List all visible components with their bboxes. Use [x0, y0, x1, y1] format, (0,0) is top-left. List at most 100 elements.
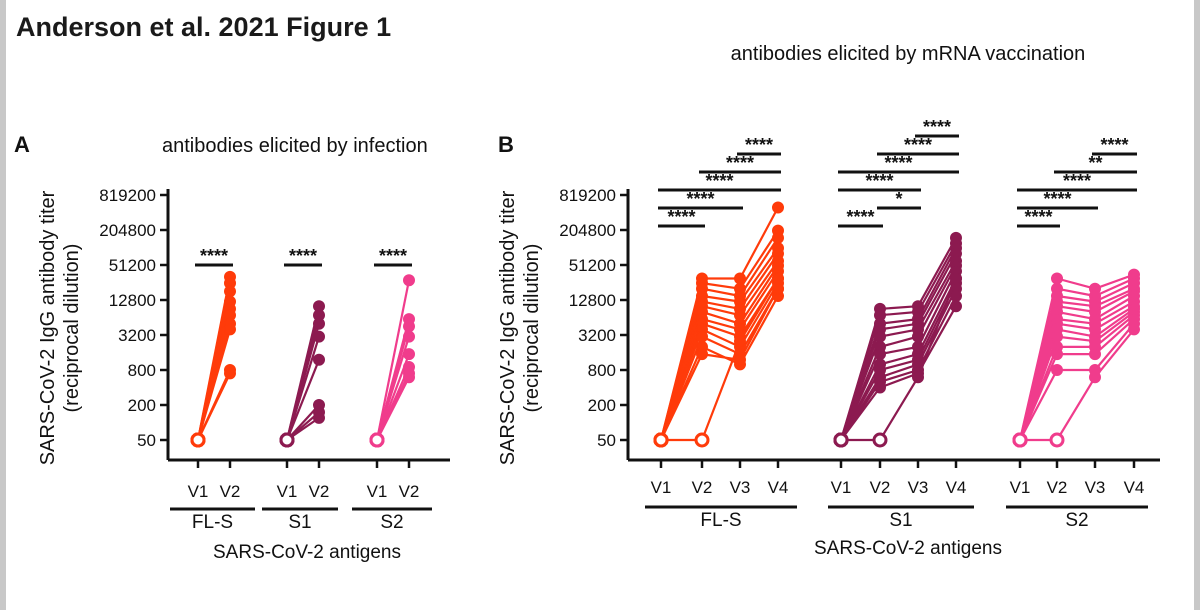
panel-b-fl-s-group-label: FL-S [700, 510, 741, 531]
panel-b-s2-series-line [1018, 311, 1135, 441]
panel-a-title: antibodies elicited by infection [162, 135, 428, 157]
panel-b-ylabel: SARS-CoV-2 IgG antibody titer [497, 190, 519, 465]
panel-a-s2-data-point [403, 371, 415, 384]
panel-b-s2-data-point [1012, 432, 1028, 448]
panel-a-s2-series-line [375, 279, 411, 441]
panel-a-letter: A [14, 132, 30, 157]
panel-b-fl-s-data-point [653, 432, 669, 448]
panel-b-s1-data-point [912, 371, 924, 384]
panel-a-s2-data-point [403, 274, 415, 287]
panel-a-s1-significance-label: **** [289, 246, 317, 266]
panel-a-fl-s-data-point [190, 432, 206, 448]
panel-b-s2-data-point [1051, 348, 1063, 361]
panel-a-s1-data-point [279, 432, 295, 448]
panel-a-s2-data-point [403, 330, 415, 343]
panel-a-ylabel-units: (reciprocal dilution) [61, 244, 83, 413]
panel-b-fl-s-series-line [659, 264, 779, 441]
panel-b-s1-series-line [839, 260, 957, 441]
panel-b-s1-series-line [840, 295, 957, 441]
panel-b-s1-group-label: S1 [889, 510, 912, 531]
panel-b-fl-s-data-point [734, 335, 746, 348]
panel-b-fl-s-data-point [694, 432, 710, 448]
panel-b-s2-data-point [1049, 432, 1065, 448]
panel-a-s1-group-label: S1 [288, 512, 311, 533]
panel-b-fl-s-x-tick-label: V2 [692, 478, 713, 497]
panel-b-s2-group-label: S2 [1065, 510, 1088, 531]
panel-b-fl-s-data-point [772, 201, 784, 214]
panel-a-y-tick-label: 3200 [118, 326, 156, 345]
panel-b-s2-significance-label: **** [1063, 171, 1091, 191]
panel-a-s2-significance-label: **** [379, 246, 407, 266]
panel-b-s2-x-tick-label: V3 [1085, 478, 1106, 497]
panel-b-fl-s-data-point [696, 348, 708, 361]
panel-b-fl-s-significance-label: **** [667, 207, 695, 227]
panel-b-s2-series-line [1018, 308, 1135, 441]
panel-b-s1-significance-label: * [895, 189, 902, 209]
panel-b-s2-significance-label: **** [1024, 207, 1052, 227]
panel-a-plot: 819200 204800 51200 12800 3200 800 200 50 V1 V2 FL… [99, 186, 450, 533]
panel-a-fl-s-group-label: FL-S [192, 512, 233, 533]
panel-b-fl-s-x-tick-label: V4 [768, 478, 789, 497]
panel-a-y-tick-label: 819200 [99, 186, 156, 205]
panel-b-s2-series-line [1018, 277, 1135, 441]
panel-a-fl-s-series-line [197, 372, 231, 441]
panel-a-y-tick-label: 200 [128, 396, 156, 415]
panel-b-y-tick-label: 50 [597, 431, 616, 450]
panel-b-s2-x-tick-label: V4 [1124, 478, 1145, 497]
panel-b-s1-data-point [950, 290, 962, 302]
panel-b-fl-s-significance-label: **** [745, 135, 773, 155]
panel-b-s2-x-tick-label: V1 [1010, 478, 1031, 497]
panel-a-s1-x-tick-label: V1 [277, 482, 298, 501]
panel-a-fl-s-x-tick-label: V1 [188, 482, 209, 501]
panel-a-y-tick-label: 51200 [109, 256, 156, 275]
panel-b-xlabel: SARS-CoV-2 antigens [814, 538, 1002, 559]
panel-a-ylabel: SARS-CoV-2 IgG antibody titer [37, 190, 59, 465]
panel-a-s2-group-label: S2 [380, 512, 403, 533]
panel-b-y-tick-label: 800 [588, 361, 616, 380]
panel-a-xlabel: SARS-CoV-2 antigens [213, 542, 401, 563]
panel-a-s1-series-line [285, 336, 321, 441]
panel-b-s1-series-line [839, 253, 957, 441]
panel-a-fl-s-data-point [224, 323, 236, 336]
panel-b-fl-s-significance-label: **** [705, 171, 733, 191]
panel-b-s1-x-tick-label: V1 [831, 478, 852, 497]
panel-b-s2-data-point [1089, 348, 1101, 361]
panel-a-fl-s-significance-label: **** [200, 246, 228, 266]
panel-a-s2-x-tick-label: V2 [399, 482, 420, 501]
panel-b-s2-series-line [1019, 322, 1135, 441]
panel-b-s1-data-point [950, 300, 962, 313]
panel-b-s1-series-line [840, 282, 957, 441]
panel-a-s2-data-point [369, 432, 385, 448]
panel-b-fl-s-series-line [659, 288, 779, 441]
panel-a-s1-x-tick-label: V2 [309, 482, 330, 501]
panel-b-s2-data-point [1128, 323, 1140, 336]
panel-a-s1-data-point [313, 353, 325, 366]
panel-b-plot: 819200 204800 51200 12800 3200 800 200 50 V1 V2 V3… [559, 117, 1160, 531]
panel-b-fl-s-series-line [659, 260, 779, 441]
panel-b-fl-s-series-line [659, 277, 779, 441]
panel-b-s1-significance-label: **** [846, 207, 874, 227]
panel-b-s1-series-line [841, 278, 958, 442]
panel-b-fl-s-series-line [659, 237, 779, 441]
window-frame-left [0, 0, 6, 610]
panel-b-fl-s-data-point [734, 353, 746, 366]
panel-b-fl-s-series-line [660, 288, 779, 441]
panel-b-letter: B [498, 132, 514, 157]
panel-b-fl-s-series-line [661, 277, 779, 442]
panel-b-s2-series-line [1018, 314, 1135, 441]
panel-b-fl-s-data-point [772, 272, 784, 285]
panel-a-y-tick-label: 204800 [99, 221, 156, 240]
panel-b-s1-series-line [840, 278, 957, 441]
panel-a-y-tick-label: 12800 [109, 291, 156, 310]
panel-b-y-tick-label: 51200 [569, 256, 616, 275]
panel-b-s1-data-point [874, 330, 886, 343]
panel-b-s2-x-tick-label: V2 [1047, 478, 1068, 497]
panel-a-y-tick-label: 800 [128, 361, 156, 380]
page-title: Anderson et al. 2021 Figure 1 [16, 12, 392, 42]
panel-b-y-tick-label: 3200 [578, 326, 616, 345]
panel-b-fl-s-significance-label: **** [686, 189, 714, 209]
panel-b-s2-significance-label: ** [1088, 153, 1102, 173]
panel-a: A antibodies elicited by infection SARS-… [14, 132, 450, 563]
panel-a-s1-data-point [313, 330, 325, 343]
